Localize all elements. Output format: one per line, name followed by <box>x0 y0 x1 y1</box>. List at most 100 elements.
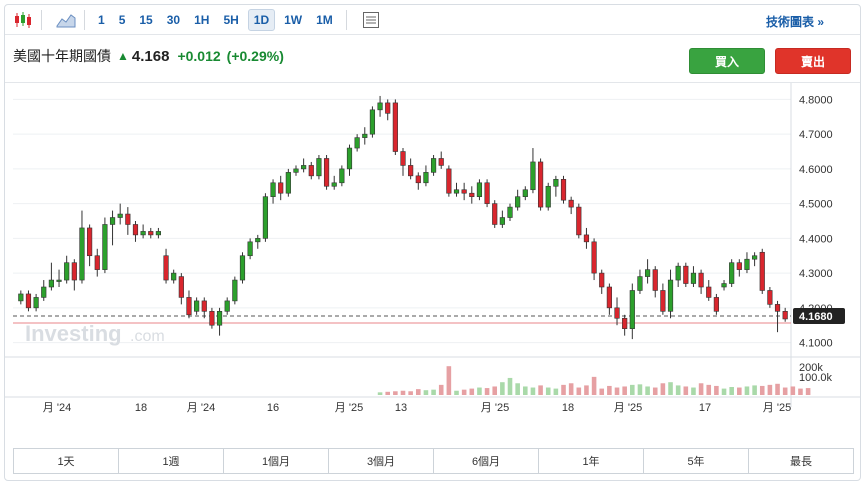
candle-body <box>637 276 643 291</box>
candle-body <box>484 182 490 204</box>
candle-body <box>148 231 154 236</box>
range-button[interactable]: 6個月 <box>434 449 539 473</box>
candle-body <box>469 192 475 197</box>
timeframe-button[interactable]: 1W <box>284 12 303 27</box>
volume-bar <box>545 387 551 395</box>
candle-body <box>346 147 353 170</box>
volume-bar <box>714 385 719 395</box>
volume-bar <box>660 383 666 395</box>
y-tick-label: 4.1000 <box>799 338 833 350</box>
candle-body <box>560 179 567 201</box>
volume-bar <box>767 384 773 395</box>
candle-body <box>323 158 330 187</box>
volume-bar <box>675 385 681 395</box>
candlestick-icon[interactable] <box>11 9 35 31</box>
price-change: +0.012 <box>177 48 221 64</box>
candle-body <box>568 199 574 208</box>
sell-button[interactable]: 賣出 <box>775 48 851 74</box>
candle-body <box>423 172 429 184</box>
volume-bar <box>400 390 406 395</box>
range-button[interactable]: 1週 <box>119 449 224 473</box>
timeframe-button[interactable]: 1M <box>316 12 333 27</box>
candle-body <box>515 196 521 208</box>
x-tick-label: 月 '25 <box>481 402 509 413</box>
timeframe-button[interactable]: 5 <box>118 12 126 27</box>
candle-body <box>79 227 85 281</box>
range-selector: 1天 1週 1個月 3個月 6個月 1年 5年 最長 <box>13 448 854 474</box>
volume-bar <box>683 386 689 395</box>
x-tick-label: 月 '25 <box>763 402 791 413</box>
volume-bar <box>591 376 597 395</box>
watermark-suffix: .com <box>130 328 165 345</box>
range-button[interactable]: 最長 <box>790 456 812 468</box>
price-chart[interactable]: 4.80004.70004.60004.50004.40004.30004.20… <box>5 83 860 413</box>
candle-body <box>385 102 391 114</box>
candle-body <box>102 224 108 270</box>
timeframe-group: 1 5 15 30 1H 5H 1D 1W 1M <box>91 8 340 31</box>
candle-body <box>614 307 620 319</box>
volume-bar <box>798 388 803 395</box>
area-chart-icon[interactable] <box>54 9 78 31</box>
candle-body <box>782 311 788 320</box>
buy-button[interactable]: 買入 <box>689 48 765 74</box>
instrument-name: 美國十年期國債 <box>13 48 111 64</box>
volume-bar <box>538 385 543 395</box>
volume-bar <box>721 388 727 395</box>
candle-body <box>163 255 169 281</box>
candle-body <box>698 272 704 288</box>
y-tick-label: 4.8000 <box>799 94 833 106</box>
timeframe-button[interactable]: 15 <box>139 12 153 27</box>
y-tick-label: 4.4000 <box>799 233 833 245</box>
candle-body <box>767 290 773 305</box>
range-button[interactable]: 1個月 <box>224 449 329 473</box>
toolbar-divider <box>345 9 347 30</box>
volume-bar <box>454 390 459 395</box>
volume-bar <box>607 385 612 395</box>
timeframe-button[interactable]: 1H <box>194 12 210 27</box>
volume-bar <box>637 384 643 395</box>
candle-body <box>377 102 383 111</box>
timeframe-button[interactable]: 30 <box>166 12 181 27</box>
candle-body <box>721 283 727 288</box>
technical-chart-link[interactable]: 技術圖表 » <box>765 15 824 29</box>
volume-bar <box>461 389 467 395</box>
y-tick-label: 4.7000 <box>799 129 833 141</box>
candle-body <box>530 161 536 191</box>
candle-body <box>537 161 544 208</box>
volume-bar <box>415 389 421 395</box>
indicator-panel-icon[interactable] <box>359 9 383 31</box>
volume-bar <box>775 383 780 395</box>
range-button[interactable]: 1年 <box>539 449 644 473</box>
candle-body <box>117 213 123 218</box>
volume-axis-label: 200k <box>799 362 823 374</box>
toolbar-divider <box>41 9 42 30</box>
volume-bar <box>446 366 452 395</box>
candle-body <box>545 185 551 208</box>
volume-bar <box>698 383 704 395</box>
candle-body <box>33 297 39 309</box>
volume-bar <box>568 383 574 395</box>
range-button[interactable]: 1天 <box>14 449 119 473</box>
candle-body <box>209 311 215 326</box>
volume-bar <box>691 387 696 395</box>
candle-body <box>499 217 505 225</box>
volume-bar <box>668 382 673 395</box>
timeframe-button[interactable]: 1 <box>98 12 105 27</box>
candle-body <box>41 286 47 298</box>
range-button[interactable]: 5年 <box>644 449 749 473</box>
range-button[interactable]: 3個月 <box>329 449 434 473</box>
volume-bar <box>622 386 627 395</box>
timeframe-button[interactable]: 1D <box>247 8 276 31</box>
toolbar-divider <box>84 9 85 30</box>
candle-body <box>186 297 192 316</box>
candle-body <box>132 224 139 236</box>
candle-body <box>71 262 77 281</box>
volume-bar <box>507 377 513 395</box>
timeframe-button[interactable]: 5H <box>223 12 239 27</box>
current-price-tag <box>793 307 845 324</box>
candle-body <box>430 158 437 173</box>
x-tick-label: 月 '25 <box>614 402 642 413</box>
candle-body <box>56 279 62 282</box>
y-tick-label: 4.6000 <box>799 164 833 176</box>
candle-body <box>576 206 582 236</box>
